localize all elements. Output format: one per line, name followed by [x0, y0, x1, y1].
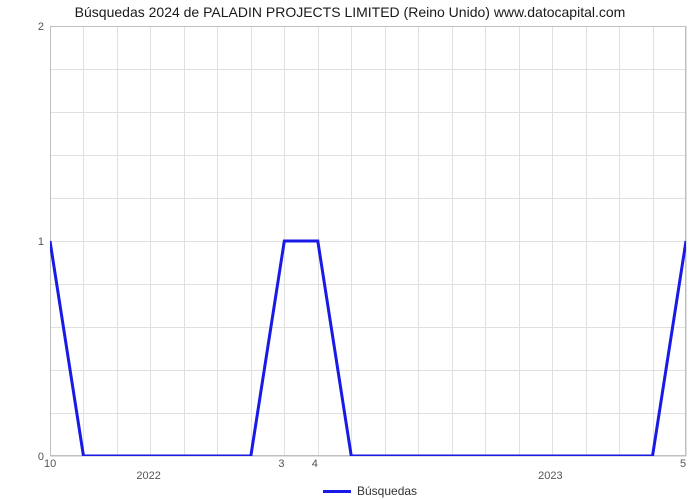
- x-minor-label: 3: [278, 458, 284, 470]
- x-minor-label: 5: [680, 458, 686, 470]
- x-minor-label: 10: [44, 458, 56, 470]
- plot-area: [50, 26, 686, 456]
- gridline-h: [50, 456, 686, 457]
- y-tick-label: 2: [38, 21, 44, 33]
- x-major-label: 2022: [136, 470, 160, 482]
- chart-title: Búsquedas 2024 de PALADIN PROJECTS LIMIT…: [0, 4, 700, 20]
- y-tick-label: 1: [38, 236, 44, 248]
- gridline-v: [686, 26, 687, 456]
- series-line: [50, 26, 686, 456]
- x-minor-label: 4: [312, 458, 318, 470]
- legend-swatch-icon: [323, 490, 351, 493]
- legend: Búsquedas: [323, 484, 417, 498]
- legend-label: Búsquedas: [357, 484, 417, 498]
- x-major-label: 2023: [538, 470, 562, 482]
